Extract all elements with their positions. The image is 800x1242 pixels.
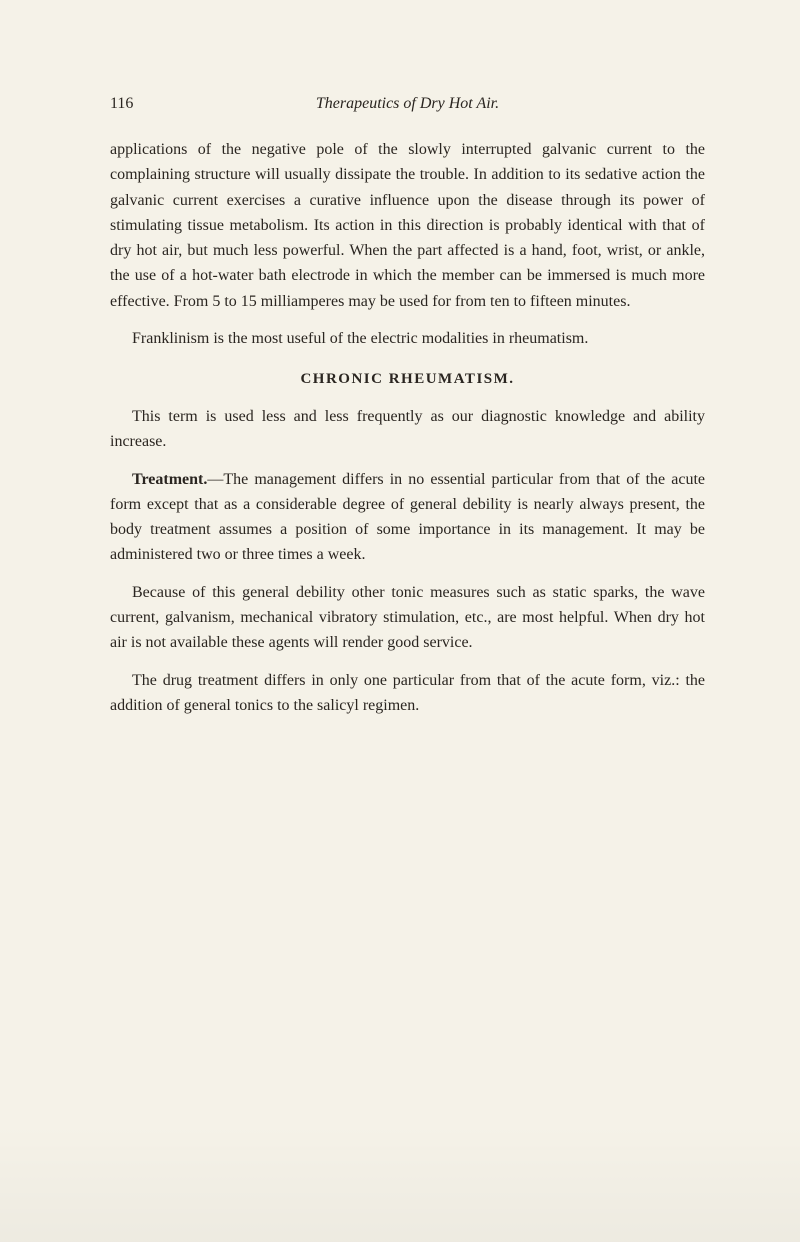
section-heading: CHRONIC RHEUMATISM. <box>110 371 705 388</box>
paragraph-2: Franklinism is the most useful of the el… <box>110 326 705 351</box>
page-vignette <box>0 1122 800 1242</box>
paragraph-4: Treatment.—The management differs in no … <box>110 467 705 568</box>
paragraph-5: Because of this general debility other t… <box>110 580 705 656</box>
page-header: 116 Therapeutics of Dry Hot Air. <box>110 95 705 113</box>
document-page: 116 Therapeutics of Dry Hot Air. applica… <box>0 0 800 810</box>
paragraph-6: The drug treatment differs in only one p… <box>110 668 705 719</box>
paragraph-3: This term is used less and less frequent… <box>110 404 705 455</box>
running-title: Therapeutics of Dry Hot Air. <box>110 95 705 113</box>
treatment-label: Treatment. <box>132 471 207 488</box>
paragraph-1: applications of the negative pole of the… <box>110 137 705 314</box>
